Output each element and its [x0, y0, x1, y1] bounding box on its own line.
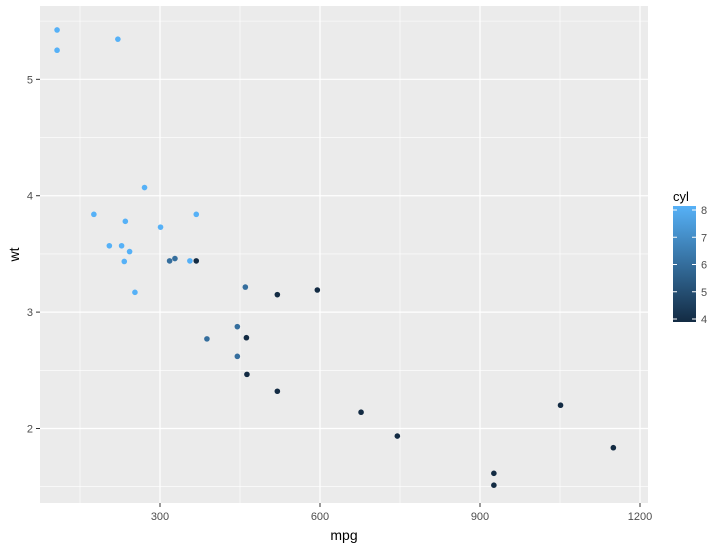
legend-tick-label: 7 — [701, 232, 707, 244]
data-points — [54, 27, 617, 488]
major-gridlines — [40, 6, 648, 503]
y-tick-label: 4 — [27, 191, 33, 203]
x-tick-label: 600 — [311, 511, 329, 523]
data-point — [157, 224, 164, 230]
data-point — [274, 291, 281, 298]
plot-panel — [40, 6, 648, 503]
x-axis-title: mpg — [330, 527, 357, 543]
x-axis: 300 600 900 1200 — [151, 503, 652, 523]
legend-tick-label: 4 — [701, 314, 707, 326]
y-tick-label: 3 — [27, 307, 33, 319]
data-point — [243, 334, 250, 341]
y-axis-title: wt — [6, 247, 22, 262]
data-point — [491, 482, 497, 488]
legend-tick-label: 5 — [701, 287, 707, 299]
data-point — [187, 258, 193, 264]
data-point — [106, 242, 113, 249]
data-point — [193, 258, 200, 264]
legend-ticks: 4 5 6 7 8 — [673, 205, 707, 326]
data-point — [234, 353, 241, 360]
data-point — [126, 248, 133, 255]
legend-title: cyl — [673, 189, 689, 204]
minor-gridlines — [40, 6, 648, 503]
data-point — [358, 409, 364, 416]
data-point — [234, 323, 241, 330]
data-point — [204, 336, 210, 342]
data-point — [166, 258, 173, 264]
legend-tick-label: 6 — [701, 260, 707, 272]
y-tick-label: 2 — [27, 424, 33, 436]
data-point — [54, 47, 60, 54]
data-point — [121, 258, 128, 265]
data-point — [274, 388, 281, 395]
data-point — [491, 470, 497, 477]
legend-colorbar — [673, 206, 696, 322]
data-point — [122, 218, 129, 225]
data-point — [91, 211, 97, 218]
legend-tick-label: 8 — [701, 205, 707, 217]
x-tick-label: 1200 — [628, 511, 652, 523]
data-point — [118, 242, 125, 249]
data-point — [115, 36, 121, 42]
data-point — [141, 184, 148, 191]
x-tick-label: 300 — [151, 511, 169, 523]
data-point — [242, 284, 249, 290]
y-tick-label: 5 — [27, 74, 33, 86]
x-tick-label: 900 — [471, 511, 489, 523]
y-axis: 2 3 4 5 — [27, 74, 40, 436]
data-point — [172, 255, 178, 262]
data-point — [314, 287, 321, 293]
data-point — [54, 27, 60, 33]
data-point — [557, 402, 564, 409]
data-point — [193, 211, 200, 218]
legend: cyl 4 5 6 7 8 — [673, 189, 707, 326]
data-point — [394, 433, 401, 439]
data-point — [244, 371, 250, 378]
data-point — [132, 289, 138, 296]
data-point — [610, 444, 617, 451]
